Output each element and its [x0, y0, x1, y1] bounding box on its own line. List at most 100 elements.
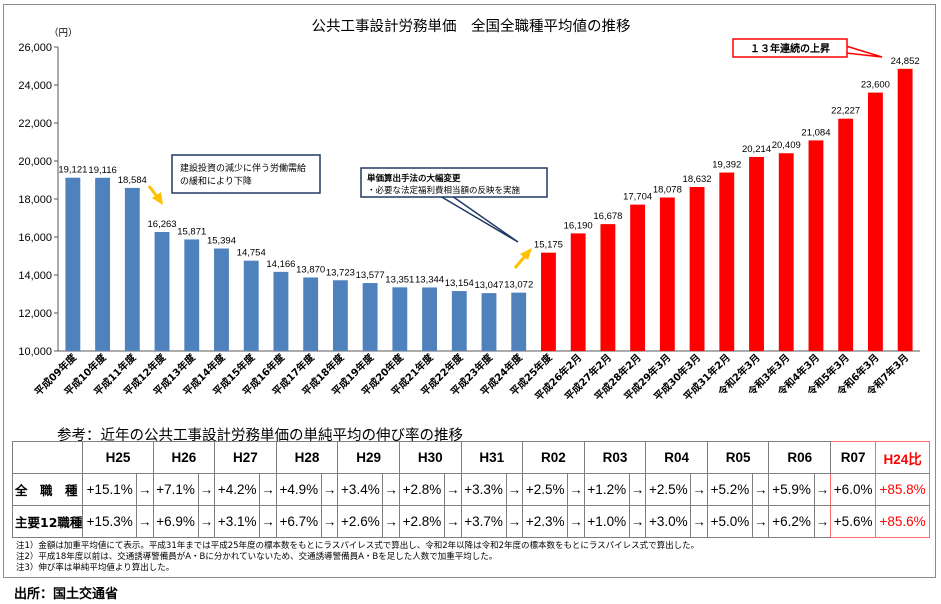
header-cell: H28 — [275, 441, 339, 474]
bar-value-label: 23,600 — [861, 80, 890, 91]
arrow-cell: → — [444, 473, 462, 506]
bar — [243, 260, 259, 351]
bar-value-label: 15,394 — [207, 236, 236, 247]
bar-value-label: 24,852 — [891, 56, 920, 67]
rate-cell: +3.7% — [460, 505, 507, 538]
arrow-cell: → — [382, 505, 400, 538]
bar-value-label: 18,584 — [118, 175, 147, 186]
y-tick-label: 16,000 — [18, 232, 52, 244]
arrow-cell: → — [136, 505, 154, 538]
rate-cell: +2.8% — [398, 505, 446, 538]
bar — [630, 204, 646, 351]
bar-value-label: 18,632 — [683, 174, 712, 185]
arrow-cell: → — [259, 505, 277, 538]
bar-value-label: 13,870 — [296, 264, 325, 275]
bar — [65, 177, 81, 351]
chart-title: 公共工事設計労務単価 全国全職種平均値の推移 — [312, 17, 631, 35]
bar — [332, 280, 348, 351]
callout-method-change-line1: 単価算出手法の大幅変更 — [367, 173, 461, 184]
rate-cell: +3.3% — [460, 473, 507, 506]
arrow-cell: → — [198, 473, 215, 506]
bar — [481, 293, 497, 351]
rate-cell: +2.5% — [645, 473, 692, 506]
bar-value-label: 19,392 — [712, 160, 741, 171]
bar — [808, 140, 824, 351]
bars-group — [65, 68, 913, 351]
bar-value-label: 16,263 — [148, 219, 177, 230]
bar-value-label: 13,072 — [504, 280, 533, 291]
arrow-cell: → — [506, 473, 523, 506]
figure-frame — [3, 4, 936, 578]
y-tick-label: 20,000 — [18, 156, 52, 168]
table-header-row: H25 H26 H27 H28 H29 H30 H31 R02 R03 R04 … — [11, 441, 930, 474]
header-cell: R06 — [768, 441, 832, 474]
bar-value-label: 19,116 — [88, 165, 116, 176]
bar — [867, 92, 883, 351]
header-cell: R03 — [583, 441, 647, 474]
rate-cell: +1.0% — [583, 505, 630, 538]
bar — [511, 292, 527, 351]
y-unit-label: （円） — [49, 27, 78, 39]
rate-cell: +5.9% — [768, 473, 815, 506]
arrow-cell: → — [321, 505, 338, 538]
arrow-cell: → — [629, 505, 646, 538]
bar — [95, 177, 111, 351]
callout-consecutive-rise-text: １３年連続の上昇 — [750, 42, 830, 55]
arrow-cell: → — [382, 473, 400, 506]
rate-cell: +3.1% — [214, 505, 261, 538]
bar-value-label: 15,871 — [177, 226, 206, 237]
rate-cell: +5.6% — [830, 505, 877, 538]
y-tick-label: 22,000 — [18, 118, 52, 130]
rate-cell: +2.6% — [337, 505, 384, 538]
bar-value-label: 14,754 — [237, 248, 266, 259]
arrow-cell: → — [321, 473, 338, 506]
bar-value-label: 16,678 — [593, 211, 622, 222]
callout-labor-demand: 建設投資の減少に伴う労働需給 の緩和により下降 — [171, 154, 321, 194]
bar — [897, 68, 913, 351]
bar — [600, 224, 616, 351]
bar — [303, 277, 319, 351]
rate-cell: +6.9% — [152, 505, 199, 538]
rate-cell: +2.5% — [522, 473, 569, 506]
bar — [451, 291, 467, 351]
header-cell: H26 — [152, 441, 216, 474]
header-cell: H31 — [460, 441, 524, 474]
bar-value-label: 13,723 — [326, 267, 355, 278]
y-tick-label: 10,000 — [18, 346, 52, 358]
bar — [838, 118, 854, 351]
bar — [154, 232, 170, 351]
bar-value-label: 20,409 — [772, 140, 801, 151]
bar-value-label: 19,121 — [58, 165, 87, 176]
row-label: 全 職 種 — [11, 473, 84, 506]
y-tick-label: 18,000 — [18, 194, 52, 206]
header-cell: H27 — [214, 441, 277, 474]
growth-table-title: 参考：近年の公共工事設計労務単価の単純平均の伸び率の推移 — [57, 428, 463, 444]
header-cell: R05 — [706, 441, 770, 474]
rate-cell: +2.8% — [398, 473, 446, 506]
header-cell: H25 — [82, 441, 154, 474]
footnote-1: 注1）金額は加重平均値にて表示。平成31年までは平成25年度の標本数をもとにラス… — [16, 541, 700, 551]
callout-method-change: 単価算出手法の大幅変更 ・必要な法定福利費相当額の反映を実施 — [360, 167, 548, 243]
table-row-all-trades: 全 職 種 +15.1% → +7.1% → +4.2% → +4.9% → +… — [11, 473, 930, 506]
bar — [392, 287, 408, 351]
bar-value-label: 21,084 — [801, 127, 830, 138]
bar — [570, 233, 586, 351]
arrow-cell: → — [136, 473, 154, 506]
rate-cell: +6.2% — [768, 505, 815, 538]
callout-labor-demand-line2: の緩和により下降 — [180, 175, 252, 187]
y-tick-label: 14,000 — [18, 270, 52, 282]
rate-cell: +2.3% — [522, 505, 569, 538]
bar-value-label: 17,704 — [623, 192, 652, 203]
rate-cell: +5.2% — [706, 473, 754, 506]
bar — [124, 187, 140, 351]
table-row-major-12-trades: 主要12職種 +15.3% → +6.9% → +3.1% → +6.7% → … — [11, 505, 930, 538]
y-axis-ticks: 10,000 12,000 14,000 16,000 18,000 20,000 22,0… — [18, 42, 58, 358]
rate-cell: +15.3% — [82, 505, 138, 538]
table-corner-cell — [11, 441, 84, 474]
arrow-cell: → — [690, 473, 708, 506]
bar-value-label: 13,047 — [474, 280, 503, 291]
source-credit: 出所：国土交通省 — [14, 587, 119, 602]
header-cell: H29 — [337, 441, 400, 474]
arrow-cell: → — [690, 505, 708, 538]
